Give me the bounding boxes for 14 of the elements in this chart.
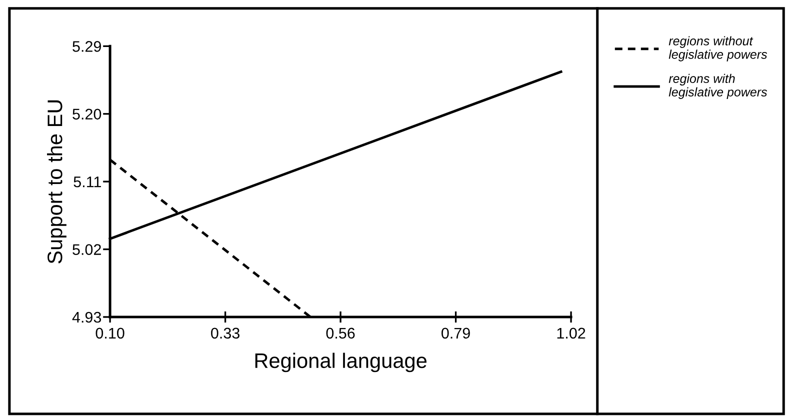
x-tick-label: 0.10	[96, 328, 124, 339]
y-tick-label: 5.20	[72, 108, 102, 120]
legend-label: regions without legislative powers	[668, 36, 768, 62]
x-tick-label: 0.33	[211, 328, 240, 339]
y-tick-label: 5.02	[72, 244, 101, 255]
y-tick-label: 5.11	[74, 176, 101, 188]
y-axis-title: Support to the EU	[47, 100, 66, 264]
x-tick-label: 0.56	[326, 328, 355, 339]
y-tick-label: 5.29	[72, 41, 101, 52]
legend-label: regions with legislative powers	[668, 74, 768, 99]
x-axis-title: Regional language	[255, 352, 426, 372]
x-tick-label: 0.79	[442, 328, 470, 339]
x-tick-label: 1.02	[557, 328, 586, 339]
y-tick-label: 4.93	[72, 312, 102, 323]
